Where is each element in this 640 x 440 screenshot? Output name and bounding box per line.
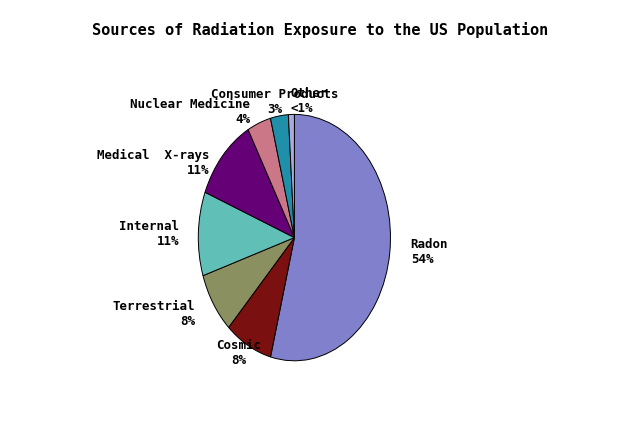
Wedge shape [271,114,390,361]
Text: Medical  X-rays
11%: Medical X-rays 11% [97,149,209,176]
Text: Internal
11%: Internal 11% [119,220,179,248]
Text: Nuclear Medicine
4%: Nuclear Medicine 4% [130,98,250,126]
Text: Consumer Products
3%: Consumer Products 3% [211,88,339,116]
Wedge shape [289,114,294,238]
Wedge shape [205,130,294,238]
Wedge shape [271,115,294,238]
Text: Radon
54%: Radon 54% [411,238,448,266]
Wedge shape [203,238,294,327]
Wedge shape [198,192,294,276]
Wedge shape [248,118,294,238]
Text: Terrestrial
8%: Terrestrial 8% [113,301,195,328]
Text: Other
<1%: Other <1% [291,87,328,115]
Text: Sources of Radiation Exposure to the US Population: Sources of Radiation Exposure to the US … [92,22,548,38]
Text: Cosmic
8%: Cosmic 8% [216,339,261,367]
Wedge shape [228,238,294,357]
